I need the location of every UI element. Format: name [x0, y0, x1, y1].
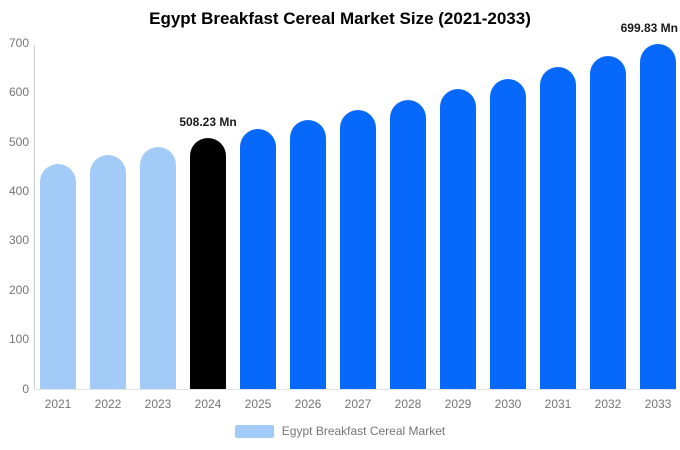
- y-tick-label-500: 500: [8, 134, 29, 149]
- x-tick-label-2029: 2029: [444, 397, 472, 411]
- legend: Egypt Breakfast Cereal Market: [0, 424, 680, 438]
- data-label-2024: 508.23 Mn: [179, 115, 237, 130]
- bar-2033[interactable]: [640, 43, 676, 389]
- x-tick-label-2031: 2031: [544, 397, 572, 411]
- bar-2024[interactable]: [190, 138, 226, 389]
- chart-title: Egypt Breakfast Cereal Market Size (2021…: [149, 9, 531, 28]
- y-tick-label-600: 600: [8, 85, 29, 100]
- x-tick-label-2021: 2021: [44, 397, 72, 411]
- y-tick-label-200: 200: [8, 282, 29, 297]
- bar-2030[interactable]: [490, 78, 526, 389]
- bar-2027[interactable]: [340, 109, 376, 389]
- legend-label: Egypt Breakfast Cereal Market: [281, 424, 446, 438]
- bar-2029[interactable]: [440, 89, 476, 389]
- x-tick-label-2028: 2028: [394, 397, 422, 411]
- bar-2028[interactable]: [390, 99, 426, 389]
- bar-2021[interactable]: [40, 163, 76, 389]
- x-tick-label-2023: 2023: [144, 397, 172, 411]
- x-tick-label-2025: 2025: [244, 397, 272, 411]
- x-tick-label-2026: 2026: [294, 397, 322, 411]
- y-tick-label-400: 400: [8, 184, 29, 199]
- legend-swatch: [234, 424, 274, 438]
- bar-2026[interactable]: [290, 119, 326, 389]
- bar-2032[interactable]: [590, 55, 626, 389]
- bar-2025[interactable]: [240, 129, 276, 389]
- y-tick-label-700: 700: [8, 36, 29, 50]
- y-tick-label-0: 0: [22, 381, 29, 396]
- y-tick-label-300: 300: [8, 233, 29, 248]
- bar-2023[interactable]: [140, 146, 176, 389]
- data-label-2033: 699.83 Mn: [620, 20, 678, 35]
- x-tick-label-2032: 2032: [594, 397, 622, 411]
- x-tick-label-2030: 2030: [494, 397, 522, 411]
- bar-2031[interactable]: [540, 67, 576, 389]
- y-axis-line: [34, 45, 35, 390]
- x-tick-label-2033: 2033: [644, 397, 672, 411]
- x-tick-label-2022: 2022: [94, 397, 122, 411]
- x-tick-label-2027: 2027: [344, 397, 372, 411]
- x-tick-label-2024: 2024: [194, 397, 222, 411]
- bar-2022[interactable]: [90, 155, 126, 389]
- y-tick-label-100: 100: [8, 332, 29, 347]
- x-axis-line: [34, 389, 677, 390]
